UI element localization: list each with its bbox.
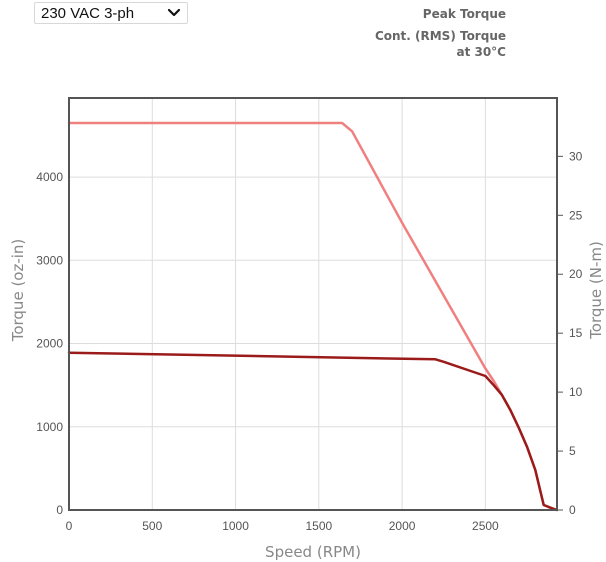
y-axis-label: Torque (oz-in): [9, 239, 27, 343]
y-tick-label: 3000: [36, 253, 63, 267]
y2-tick-label: 30: [569, 149, 583, 163]
peak-torque-line: [67, 121, 559, 512]
legend-cont-torque-line1: Cont. (RMS) Torque: [374, 29, 506, 43]
legend-peak-torque[interactable]: Peak Torque: [422, 7, 506, 21]
legend-cont-torque[interactable]: Cont. (RMS) Torque at 30°C: [375, 28, 506, 60]
y-tick-label: 0: [56, 503, 63, 517]
y2-tick-label: 0: [569, 503, 576, 517]
x-tick-label: 1500: [305, 519, 332, 533]
y-axis-ticks: 0 1000 2000 3000 4000: [36, 170, 63, 517]
legend-cont-torque-line2: at 30°C: [456, 45, 506, 59]
y2-tick-label: 15: [569, 326, 583, 340]
y-tick-label: 2000: [36, 337, 63, 351]
x-axis-label: Speed (RPM): [265, 543, 361, 561]
chevron-down-icon: [167, 8, 181, 17]
y2-tick-label: 10: [569, 385, 583, 399]
chart-series: [67, 121, 559, 512]
y2-axis-ticks: 0 5 10 15 20 25 30: [557, 149, 583, 517]
y2-tick-label: 25: [569, 208, 583, 222]
x-tick-label: 2500: [472, 519, 499, 533]
voltage-select-value: 230 VAC 3-ph: [41, 5, 135, 22]
y2-tick-label: 20: [569, 267, 583, 281]
cont-torque-line: [67, 351, 559, 512]
x-tick-label: 0: [66, 519, 73, 533]
y2-tick-label: 5: [569, 444, 576, 458]
x-axis-ticks: 0 500 1000 1500 2000 2500: [66, 519, 499, 533]
voltage-select[interactable]: 230 VAC 3-ph: [34, 2, 188, 24]
x-tick-label: 1000: [222, 519, 249, 533]
x-tick-label: 500: [142, 519, 162, 533]
chart-grid: [69, 98, 557, 510]
y-tick-label: 4000: [36, 170, 63, 184]
chart-legend: Peak Torque Cont. (RMS) Torque at 30°C: [375, 6, 506, 60]
plot-frame: [68, 97, 558, 511]
y2-axis-label: Torque (N-m): [587, 241, 605, 340]
x-tick-label: 2000: [389, 519, 416, 533]
y-tick-label: 1000: [36, 420, 63, 434]
